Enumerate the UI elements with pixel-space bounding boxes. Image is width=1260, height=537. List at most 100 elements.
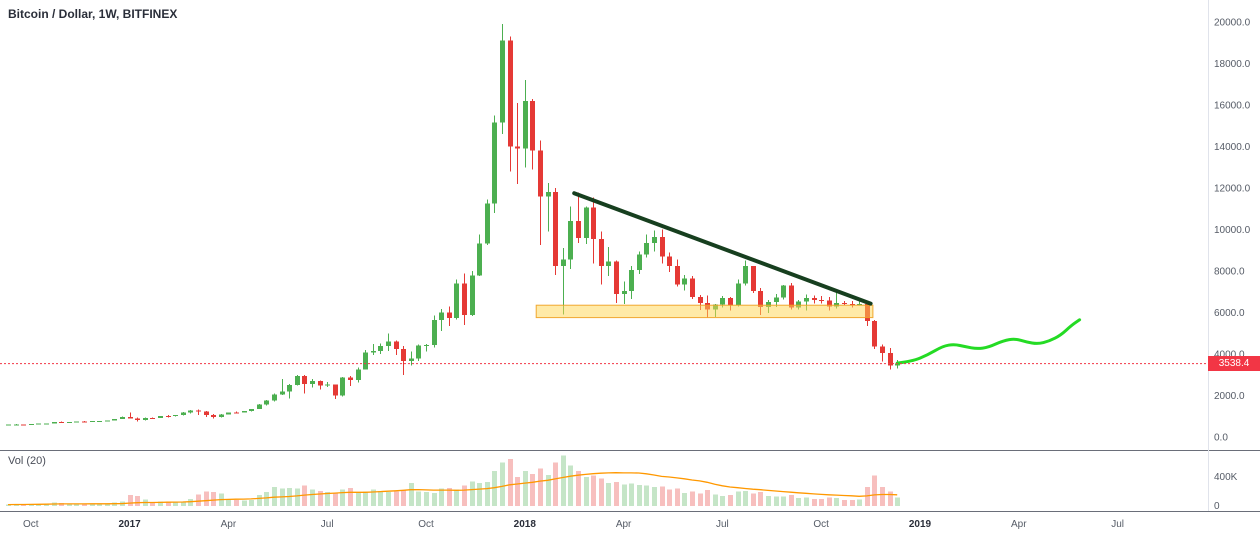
candle-body — [280, 391, 285, 395]
candle-body — [515, 146, 520, 149]
candle-body — [888, 353, 893, 366]
volume-bar — [135, 495, 140, 506]
volume-bar — [67, 503, 72, 506]
volume-bar — [409, 482, 414, 506]
candle-body — [97, 420, 102, 422]
volume-bar — [234, 499, 239, 506]
volume-bar — [204, 491, 209, 506]
candle-body — [150, 417, 155, 419]
volume-bar — [257, 495, 262, 506]
volume-bar — [652, 487, 657, 506]
volume-bar — [470, 481, 475, 506]
candle-body — [67, 422, 72, 424]
volume-bar — [561, 455, 566, 507]
volume-bar — [150, 502, 155, 506]
volume-bar — [29, 504, 34, 506]
candle-body — [660, 236, 665, 257]
volume-bar — [74, 503, 79, 506]
volume-bar — [705, 490, 710, 506]
descending-trendline[interactable] — [572, 191, 873, 306]
candle-body — [462, 283, 467, 315]
symbol-title[interactable]: Bitcoin / Dollar, 1W, BITFINEX — [8, 7, 178, 21]
candle-body — [120, 417, 125, 419]
volume-bar — [492, 471, 497, 506]
volume-bar — [401, 490, 406, 506]
candle-body — [842, 303, 847, 305]
time-tick-label[interactable]: Jul — [716, 519, 729, 530]
candle-body — [454, 283, 459, 319]
candle-body — [447, 312, 452, 319]
time-tick-label[interactable]: 2017 — [118, 519, 141, 530]
volume-bar — [211, 492, 216, 506]
volume-bar — [462, 485, 467, 506]
time-tick-label[interactable]: Apr — [221, 519, 237, 530]
candle-body — [59, 422, 64, 424]
volume-bar — [226, 499, 231, 506]
volume-bar — [538, 468, 543, 506]
volume-bar — [378, 490, 383, 506]
time-tick-label[interactable]: Apr — [616, 519, 632, 530]
volume-bar — [827, 497, 832, 506]
candle-body — [629, 270, 634, 292]
volume-bar — [90, 503, 95, 506]
volume-bar — [166, 501, 171, 506]
candle-body — [264, 400, 269, 405]
candle-body — [302, 375, 307, 385]
candle-body — [644, 243, 649, 255]
candle-body — [758, 291, 763, 307]
time-tick-label[interactable]: Oct — [813, 519, 829, 530]
volume-tick-label: 0 — [1214, 501, 1220, 512]
volume-bar — [242, 500, 247, 506]
time-tick-label[interactable]: Jul — [321, 519, 334, 530]
volume-bar — [751, 493, 756, 506]
candle-body — [6, 424, 11, 426]
volume-bar — [515, 477, 520, 506]
candle-body — [819, 300, 824, 301]
time-tick-label[interactable]: Apr — [1011, 519, 1027, 530]
candle-body — [622, 291, 627, 294]
candle-body — [568, 221, 573, 260]
volume-bars-layer — [6, 455, 900, 507]
price-tick-label: 14000.0 — [1214, 142, 1251, 153]
volume-bar — [888, 491, 893, 506]
volume-bar — [606, 482, 611, 506]
volume-bar — [614, 482, 619, 506]
volume-bar — [386, 492, 391, 506]
candle-body — [188, 410, 193, 413]
candle-body — [226, 412, 231, 415]
candle-body — [90, 421, 95, 422]
time-tick-label[interactable]: 2019 — [909, 519, 932, 530]
volume-bar — [584, 477, 589, 506]
volume-bar — [682, 492, 687, 506]
candle-body — [272, 394, 277, 401]
volume-bar — [356, 492, 361, 506]
candle-body — [424, 345, 429, 346]
candle-body — [796, 301, 801, 308]
volume-bar — [447, 487, 452, 506]
time-tick-label[interactable]: Oct — [23, 519, 39, 530]
volume-bar — [599, 478, 604, 506]
candle-body — [295, 375, 300, 385]
projection-path[interactable] — [895, 318, 1082, 365]
time-tick-label[interactable]: 2018 — [514, 519, 537, 530]
volume-bar — [834, 498, 839, 506]
time-tick-label[interactable]: Oct — [418, 519, 434, 530]
candle-body — [219, 414, 224, 417]
volume-bar — [622, 484, 627, 507]
candle-body — [804, 297, 809, 302]
volume-indicator-label[interactable]: Vol (20) — [8, 455, 46, 467]
candle-body — [872, 320, 877, 347]
volume-bar — [340, 489, 345, 506]
volume-bar — [758, 492, 763, 506]
time-tick-label[interactable]: Jul — [1111, 519, 1124, 530]
candle-body — [637, 254, 642, 270]
volume-bar — [14, 504, 19, 506]
candle-body — [211, 414, 216, 417]
support-zone[interactable] — [535, 304, 874, 319]
volume-bar — [310, 489, 315, 506]
volume-bar — [690, 491, 695, 506]
volume-bar — [789, 495, 794, 506]
volume-tick-label: 400K — [1214, 472, 1238, 483]
